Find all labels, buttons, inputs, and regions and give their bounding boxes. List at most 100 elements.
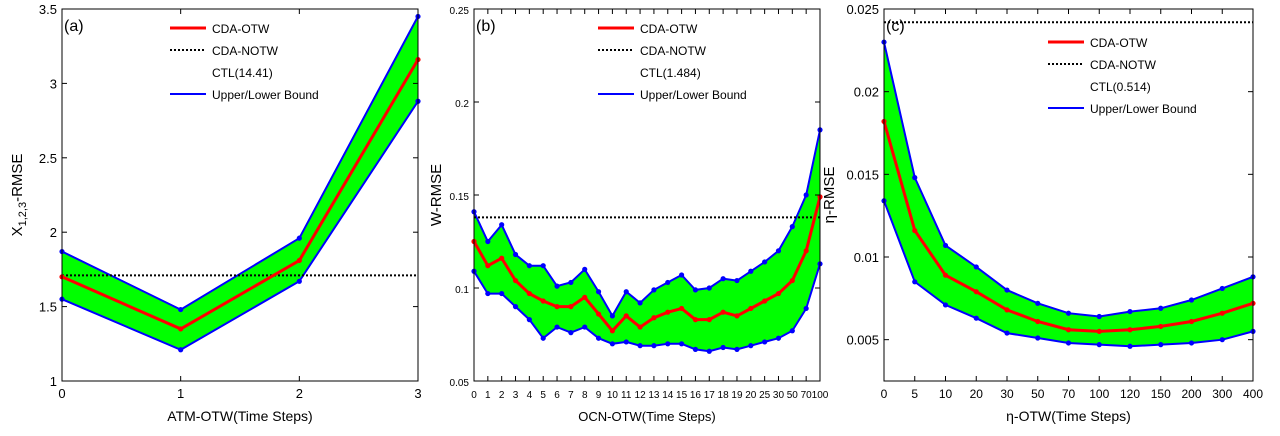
panel-3: 0 5 10 20 30 50 70 100 120 150 200 300 400 0.005 0.01 0… xyxy=(821,2,1263,424)
lower-bound-point xyxy=(679,341,685,347)
legend-entry: CDA-OTW xyxy=(212,22,270,36)
lower-bound-point xyxy=(512,304,519,310)
lower-bound-point xyxy=(1188,340,1195,346)
cda-otw-point xyxy=(178,326,184,332)
legend-entry: CDA-NOTW xyxy=(212,44,279,58)
cda-otw-point xyxy=(665,309,671,315)
cda-otw-point xyxy=(679,305,685,312)
y-axis-label-rest: -RMSE xyxy=(9,154,26,202)
panel-label: (a) xyxy=(64,18,84,35)
cda-otw-point xyxy=(762,298,768,304)
legend-entry: CDA-OTW xyxy=(1090,36,1148,50)
x-tick-label: 18 xyxy=(718,390,730,401)
lower-bound-point xyxy=(637,343,643,349)
x-tick-label: 15 xyxy=(676,390,688,401)
cda-otw-point xyxy=(485,263,491,269)
x-tick-label: 16 xyxy=(690,390,702,401)
x-tick-label: 100 xyxy=(1089,387,1109,401)
cda-otw-point xyxy=(692,317,699,323)
upper-bound-point xyxy=(1219,285,1225,292)
upper-bound-point xyxy=(1004,287,1010,293)
legend-entry: CDA-OTW xyxy=(640,22,698,36)
y-tick-label: 0.2 xyxy=(455,99,469,110)
upper-bound-point xyxy=(637,300,643,306)
y-tick-label: 1.5 xyxy=(39,300,57,315)
cda-otw-point xyxy=(789,277,795,284)
upper-bound-point xyxy=(1188,297,1195,303)
cda-otw-point xyxy=(720,309,726,315)
cda-otw-point xyxy=(499,255,505,261)
x-tick-label: 10 xyxy=(939,387,953,401)
x-tick-label: 19 xyxy=(731,390,743,401)
confidence-band xyxy=(62,16,418,350)
upper-bound-point xyxy=(1065,310,1072,316)
y-tick-label: 0.15 xyxy=(450,192,470,203)
cda-otw-point xyxy=(568,304,574,310)
legend-entry: Upper/Lower Bound xyxy=(212,88,319,102)
lower-bound-point xyxy=(499,290,505,297)
x-tick-label: 50 xyxy=(1031,387,1045,401)
upper-bound-point xyxy=(762,259,768,265)
lower-bound-point xyxy=(582,324,588,330)
cda-otw-point xyxy=(623,313,629,319)
x-tick-label: 30 xyxy=(773,390,785,401)
x-tick-label: 6 xyxy=(554,390,560,401)
x-tick-label: 70 xyxy=(1062,387,1076,401)
lower-bound-point xyxy=(595,335,602,341)
lower-bound-point xyxy=(973,315,979,321)
x-tick-label: 25 xyxy=(759,390,771,401)
upper-bound-point xyxy=(526,263,532,269)
cda-otw-point xyxy=(1219,310,1225,316)
x-tick-label: 150 xyxy=(1151,387,1171,401)
lower-bound-point xyxy=(609,341,616,347)
x-tick-label: 2 xyxy=(499,390,505,401)
x-tick-label: 50 xyxy=(787,390,799,401)
y-tick-label: 0.025 xyxy=(846,2,879,17)
y-axis-label-main: X xyxy=(9,226,26,236)
y-axis-label-subscript: 1,2,3 xyxy=(17,202,29,226)
x-tick-label: 0 xyxy=(471,390,477,401)
legend-entry: Upper/Lower Bound xyxy=(640,88,747,102)
lower-bound-point xyxy=(762,339,768,345)
lower-bound-point xyxy=(1004,330,1010,336)
y-tick-label: 2.5 xyxy=(39,151,57,166)
x-tick-label: 7 xyxy=(568,390,574,401)
upper-bound-point xyxy=(568,279,574,286)
cda-otw-point xyxy=(912,227,918,234)
x-tick-label: 0 xyxy=(881,387,888,401)
upper-bound-point xyxy=(623,289,629,295)
y-axis-label: X1,2,3-RMSE xyxy=(9,154,29,237)
cda-otw-point xyxy=(637,324,643,330)
legend-entry: CDA-NOTW xyxy=(640,44,707,58)
x-axis-label: OCN-OTW(Time Steps) xyxy=(578,409,715,424)
upper-bound-point xyxy=(178,306,184,313)
lower-bound-point xyxy=(775,335,782,341)
lower-bound-point xyxy=(651,343,657,349)
legend: CDA-OTW CDA-NOTW CTL(0.514) Upper/Lower Bou… xyxy=(1048,36,1197,116)
x-tick-label: 3 xyxy=(513,390,519,401)
lower-bound-point xyxy=(748,343,754,349)
cda-otw-point xyxy=(1004,307,1010,313)
axes-frame xyxy=(61,8,419,382)
upper-bound-point xyxy=(1158,305,1164,311)
legend-entry: CTL(1.484) xyxy=(640,66,701,80)
y-tick-label: 0.02 xyxy=(854,85,879,100)
lower-bound-point xyxy=(623,339,629,345)
legend: CDA-OTW CDA-NOTW CTL(1.484) Upper/Lower Bou… xyxy=(598,22,747,102)
cda-otw-point xyxy=(706,317,712,323)
upper-bound-point xyxy=(512,251,519,258)
lower-bound-point xyxy=(734,346,740,352)
cda-otw-point xyxy=(1127,327,1133,333)
x-tick-label: 10 xyxy=(607,390,619,401)
y-tick-label: 0.05 xyxy=(450,378,470,389)
x-tick-label: 12 xyxy=(635,390,647,401)
lower-bound-point xyxy=(942,302,949,308)
y-tick-label: 0.005 xyxy=(846,333,879,348)
cda-otw-point xyxy=(775,290,782,297)
upper-bound-point xyxy=(803,192,809,198)
cda-otw-point xyxy=(1035,318,1041,325)
upper-bound-point xyxy=(734,277,740,284)
y-tick-label: 1 xyxy=(50,374,57,389)
upper-bound-point xyxy=(1035,300,1041,306)
